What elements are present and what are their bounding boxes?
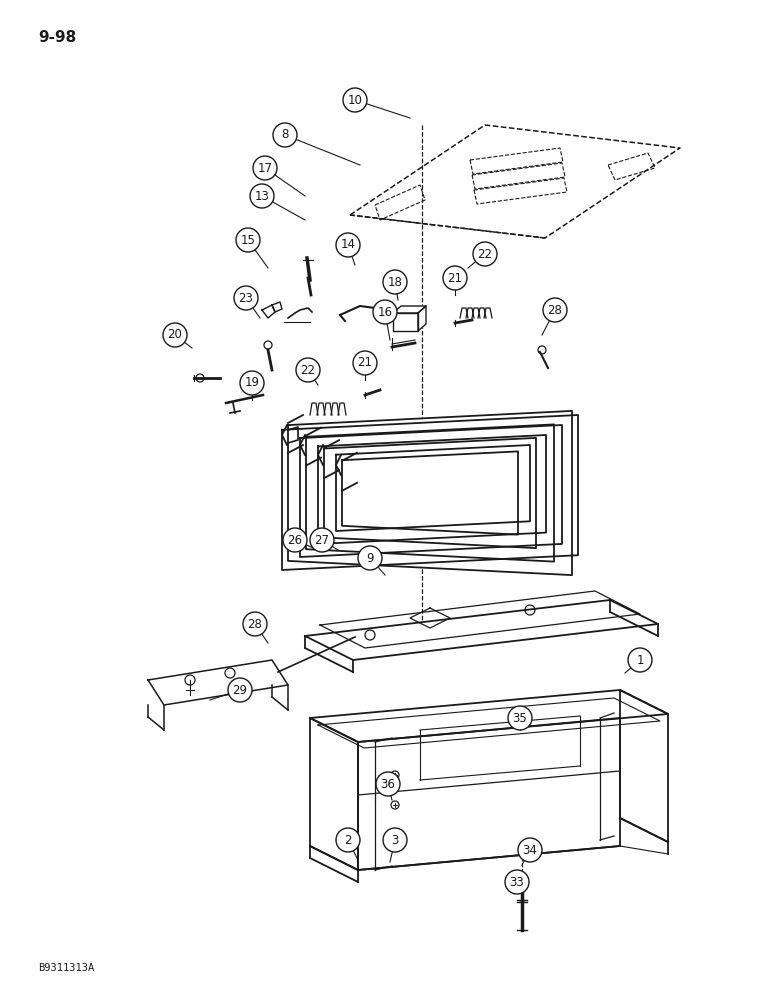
Text: 23: 23 bbox=[238, 292, 254, 304]
Circle shape bbox=[228, 678, 252, 702]
Text: 21: 21 bbox=[448, 271, 462, 284]
Text: 15: 15 bbox=[241, 233, 255, 246]
Text: B9311313A: B9311313A bbox=[38, 963, 94, 973]
Circle shape bbox=[336, 828, 360, 852]
Text: 35: 35 bbox=[513, 712, 528, 724]
Text: 27: 27 bbox=[314, 534, 330, 546]
Circle shape bbox=[253, 156, 277, 180]
Circle shape bbox=[243, 612, 267, 636]
Circle shape bbox=[543, 298, 567, 322]
Text: 26: 26 bbox=[287, 534, 303, 546]
Text: 13: 13 bbox=[255, 190, 269, 202]
Polygon shape bbox=[620, 690, 668, 842]
Circle shape bbox=[273, 123, 297, 147]
Circle shape bbox=[383, 828, 407, 852]
Circle shape bbox=[518, 838, 542, 862]
Polygon shape bbox=[358, 718, 620, 870]
Text: 2: 2 bbox=[345, 834, 352, 846]
Circle shape bbox=[240, 371, 264, 395]
Text: 18: 18 bbox=[387, 275, 403, 288]
Text: 28: 28 bbox=[248, 617, 262, 631]
Polygon shape bbox=[393, 306, 426, 313]
Circle shape bbox=[376, 772, 400, 796]
Text: 22: 22 bbox=[477, 247, 493, 260]
Text: 34: 34 bbox=[522, 844, 538, 856]
Circle shape bbox=[373, 300, 397, 324]
Circle shape bbox=[508, 706, 532, 730]
Polygon shape bbox=[310, 690, 668, 742]
Text: 16: 16 bbox=[377, 306, 393, 318]
Text: 9: 9 bbox=[366, 552, 374, 564]
Text: 19: 19 bbox=[244, 376, 259, 389]
Circle shape bbox=[296, 358, 320, 382]
Circle shape bbox=[358, 546, 382, 570]
Text: 14: 14 bbox=[341, 238, 355, 251]
Circle shape bbox=[250, 184, 274, 208]
Circle shape bbox=[343, 88, 367, 112]
Circle shape bbox=[310, 528, 334, 552]
Circle shape bbox=[353, 351, 377, 375]
Polygon shape bbox=[393, 313, 418, 331]
Polygon shape bbox=[148, 660, 288, 705]
Polygon shape bbox=[288, 411, 572, 575]
Polygon shape bbox=[306, 424, 554, 562]
Circle shape bbox=[505, 870, 529, 894]
Text: 33: 33 bbox=[510, 876, 525, 888]
Polygon shape bbox=[310, 718, 358, 870]
Text: 29: 29 bbox=[233, 684, 248, 696]
Text: 10: 10 bbox=[348, 94, 362, 106]
Circle shape bbox=[443, 266, 467, 290]
Text: 17: 17 bbox=[258, 161, 272, 174]
Polygon shape bbox=[324, 438, 536, 548]
Text: 22: 22 bbox=[300, 363, 316, 376]
Text: 20: 20 bbox=[168, 328, 182, 342]
Circle shape bbox=[283, 528, 307, 552]
Circle shape bbox=[163, 323, 187, 347]
Text: 8: 8 bbox=[282, 128, 289, 141]
Text: 1: 1 bbox=[636, 654, 644, 666]
Polygon shape bbox=[418, 306, 426, 331]
Circle shape bbox=[236, 228, 260, 252]
Circle shape bbox=[383, 270, 407, 294]
Polygon shape bbox=[305, 600, 658, 660]
Polygon shape bbox=[342, 451, 518, 535]
Text: 28: 28 bbox=[548, 304, 563, 316]
Circle shape bbox=[473, 242, 497, 266]
Text: 21: 21 bbox=[358, 357, 372, 369]
Text: 36: 36 bbox=[380, 778, 396, 790]
Circle shape bbox=[336, 233, 360, 257]
Circle shape bbox=[628, 648, 652, 672]
Text: 3: 3 bbox=[391, 834, 399, 846]
Text: 9-98: 9-98 bbox=[38, 30, 76, 45]
Circle shape bbox=[234, 286, 258, 310]
